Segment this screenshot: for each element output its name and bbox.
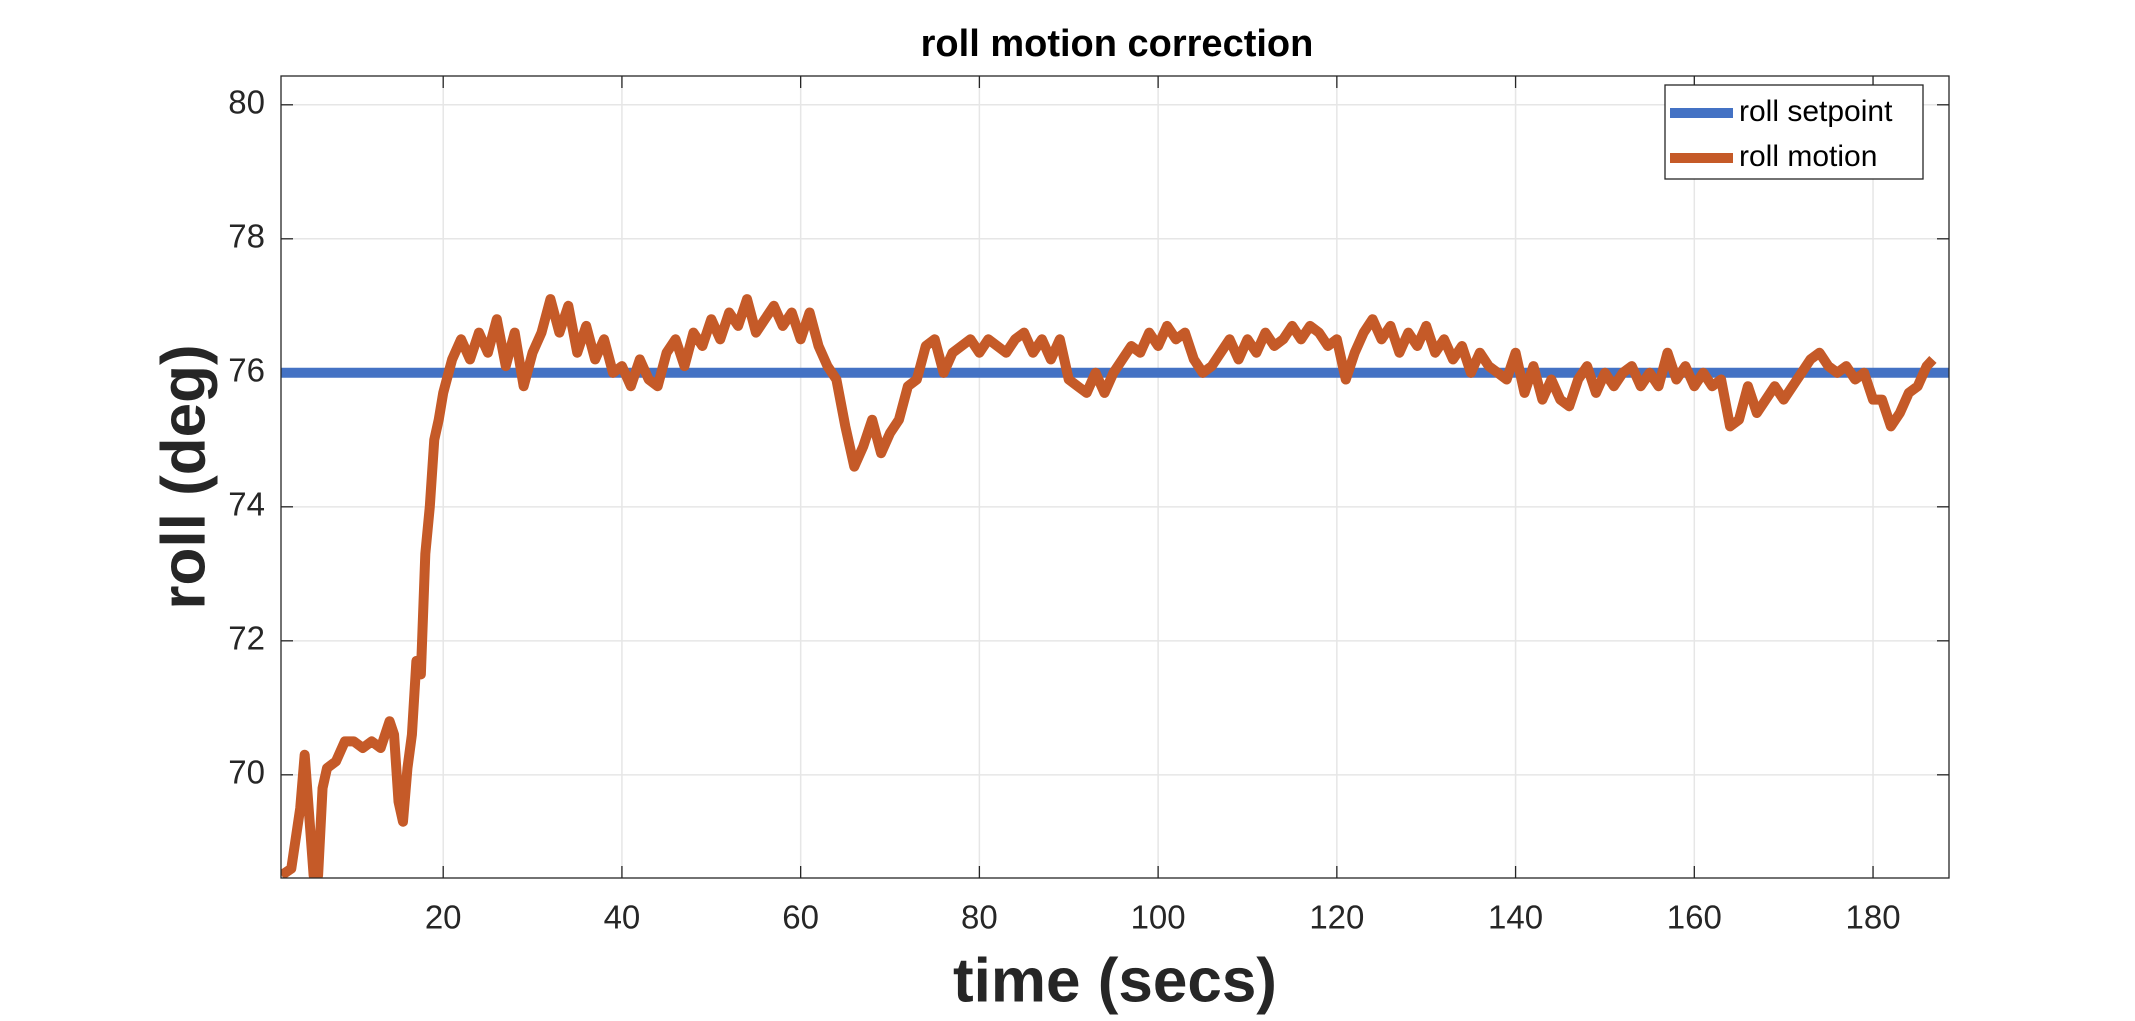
y-tick-label: 72 (228, 620, 265, 657)
x-tick-label: 60 (782, 899, 819, 936)
x-axis-label: time (secs) (953, 946, 1277, 1015)
legend-box (1664, 84, 1924, 180)
y-tick-label: 74 (228, 486, 265, 523)
y-tick-label: 78 (228, 218, 265, 255)
x-tick-label: 120 (1309, 899, 1364, 936)
y-tick-label: 76 (228, 352, 265, 389)
chart-title: roll motion correction (921, 23, 1314, 65)
plot-area (281, 76, 1949, 878)
x-tick-label: 40 (604, 899, 641, 936)
plot-frame (280, 75, 1950, 879)
x-tick-label: 180 (1846, 899, 1901, 936)
x-tick-label: 80 (961, 899, 998, 936)
y-tick-label: 70 (228, 754, 265, 791)
x-tick-label: 160 (1667, 899, 1722, 936)
x-tick-label: 100 (1131, 899, 1186, 936)
y-tick-label: 80 (228, 84, 265, 121)
legend-label: roll motion (1739, 140, 1877, 173)
legend-label: roll setpoint (1739, 95, 1893, 128)
y-axis-label: roll (deg) (149, 344, 218, 609)
x-tick-label: 20 (425, 899, 462, 936)
series-line (281, 294, 1937, 878)
x-tick-label: 140 (1488, 899, 1543, 936)
